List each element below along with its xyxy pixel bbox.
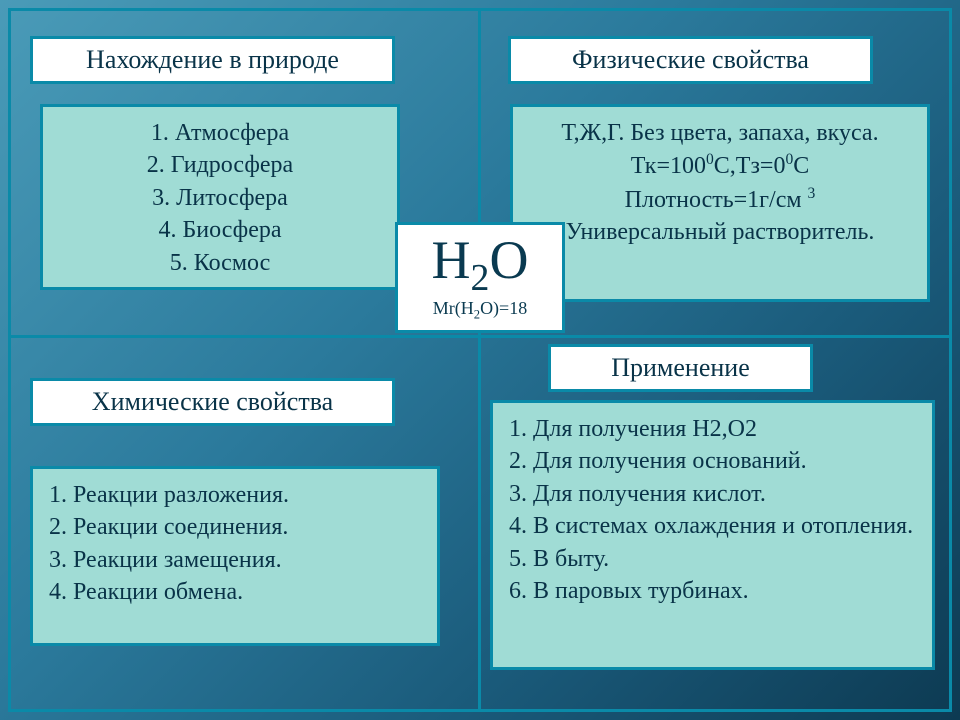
- title-application: Применение: [548, 344, 813, 392]
- list-item: 1. Реакции разложения.: [49, 479, 421, 511]
- center-formula-box: H2O Mr(H2O)=18: [395, 222, 565, 333]
- list-item: 4. Реакции обмена.: [49, 576, 421, 608]
- title-occurrence: Нахождение в природе: [30, 36, 395, 84]
- title-chemical: Химические свойства: [30, 378, 395, 426]
- list-item: 3. Литосфера: [59, 182, 381, 214]
- list-item: 3. Для получения кислот.: [509, 478, 916, 510]
- list-item: 4. В системах охлаждения и отопления.: [509, 510, 916, 542]
- vertical-divider: [478, 8, 481, 712]
- list-item: 5. Космос: [59, 247, 381, 279]
- list-item: Плотность=1г/см 3: [529, 183, 911, 216]
- list-item: 4. Биосфера: [59, 214, 381, 246]
- list-item: 2. Реакции соединения.: [49, 511, 421, 543]
- title-physical: Физические свойства: [508, 36, 873, 84]
- list-item: Тк=1000C,Тз=00С: [529, 149, 911, 182]
- list-item: 6. В паровых турбинах.: [509, 575, 916, 607]
- list-item: 2. Для получения оснований.: [509, 445, 916, 477]
- content-physical: Т,Ж,Г. Без цвета, запаха, вкуса. Тк=1000…: [510, 104, 930, 302]
- list-item: 1. Для получения H2,O2: [509, 413, 916, 445]
- molar-mass: Mr(H2O)=18: [398, 298, 562, 331]
- list-item: Универсальный растворитель.: [529, 216, 911, 248]
- content-chemical: 1. Реакции разложения. 2. Реакции соедин…: [30, 466, 440, 646]
- content-application: 1. Для получения H2,O2 2. Для получения …: [490, 400, 935, 670]
- list-item: 1. Атмосфера: [59, 117, 381, 149]
- list-item: 2. Гидросфера: [59, 149, 381, 181]
- list-item: Т,Ж,Г. Без цвета, запаха, вкуса.: [529, 117, 911, 149]
- formula-h2o: H2O: [398, 225, 562, 298]
- list-item: 3. Реакции замещения.: [49, 544, 421, 576]
- list-item: 5. В быту.: [509, 543, 916, 575]
- content-occurrence: 1. Атмосфера 2. Гидросфера 3. Литосфера …: [40, 104, 400, 290]
- horizontal-divider: [8, 335, 952, 338]
